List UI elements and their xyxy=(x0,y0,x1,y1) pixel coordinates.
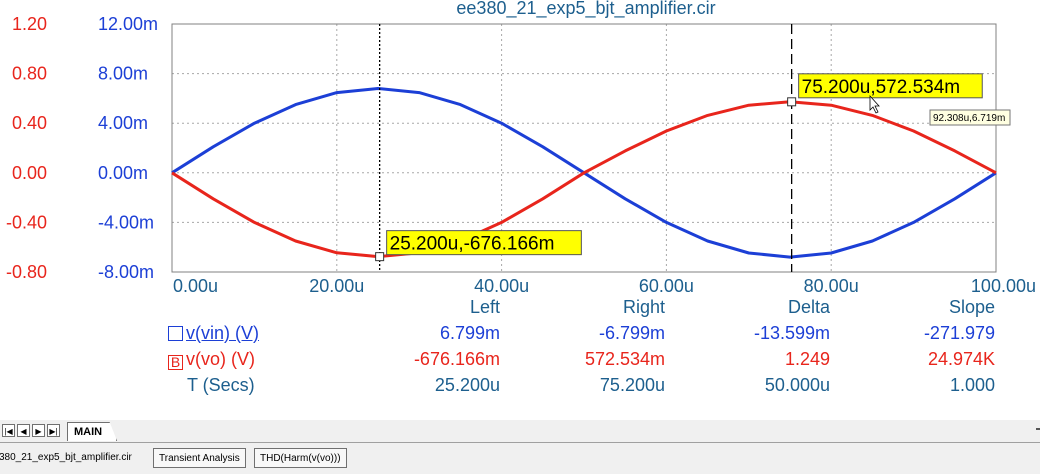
right-cursor-label-box xyxy=(798,73,983,99)
y-tick-blue: -4.00m xyxy=(98,212,154,232)
left-cursor-marker[interactable] xyxy=(375,252,385,262)
vo-slope: 24.974K xyxy=(927,349,995,369)
vin-name[interactable]: v(vin) (V) xyxy=(186,323,259,343)
next-sheet-icon[interactable]: ▶ xyxy=(32,424,45,437)
x-tick: 20.00u xyxy=(309,276,364,296)
tooltip-text: 92.308u,6.719m xyxy=(933,113,1005,124)
vin-delta: -13.599m xyxy=(753,323,830,343)
t-left: 25.200u xyxy=(434,375,500,395)
row-vin-label[interactable]: v(vin) (V) xyxy=(168,322,259,344)
left-axis-blue-ticks: 12.00m 8.00m 4.00m 0.00m -4.00m -8.00m xyxy=(98,14,158,282)
t-delta: 50.000u xyxy=(764,375,830,395)
vo-left: -676.166m xyxy=(413,349,500,369)
header-delta: Delta xyxy=(787,297,830,317)
y-tick-blue: 8.00m xyxy=(98,64,148,84)
y-tick-red: -0.80 xyxy=(6,262,47,282)
x-tick: 40.00u xyxy=(474,276,529,296)
vo-swatch[interactable]: B xyxy=(168,355,183,370)
right-cursor-marker[interactable] xyxy=(787,97,797,107)
y-tick-blue: -8.00m xyxy=(98,262,154,282)
x-tick: 0.00u xyxy=(173,276,218,296)
vo-right: 572.534m xyxy=(584,349,665,369)
vin-right: -6.799m xyxy=(598,323,665,343)
series-group xyxy=(171,87,997,259)
analysis-tab-row: 380_21_exp5_bjt_amplifier.cir Transient … xyxy=(0,447,1040,469)
y-tick-blue: 12.00m xyxy=(98,14,158,34)
header-left: Left xyxy=(469,297,500,317)
tab-transient-analysis[interactable]: Transient Analysis xyxy=(153,448,246,468)
x-tick: 80.00u xyxy=(804,276,859,296)
bottom-tab-bar: |◀ ◀ ▶ ▶| MAIN 380_21_exp5_bjt_amplifier… xyxy=(0,420,1040,474)
vo-name[interactable]: v(vo) (V) xyxy=(186,349,255,369)
x-axis-ticks: 0.00u 20.00u 40.00u 60.00u 80.00u 100.00u xyxy=(173,276,1036,296)
sheet-scroll-marker xyxy=(1036,428,1040,430)
x-tick: 60.00u xyxy=(639,276,694,296)
left-cursor-label-box xyxy=(386,230,582,256)
header-slope: Slope xyxy=(948,297,995,317)
left-axis-red-ticks: 1.20 0.80 0.40 0.00 -0.40 -0.80 xyxy=(6,14,47,282)
series-vo-line xyxy=(171,100,997,259)
cursor-group[interactable]: 25.200u,-676.166m 75.200u,572.534m 92.308u… xyxy=(375,24,1011,272)
header-right: Right xyxy=(622,297,665,317)
y-tick-red: 0.40 xyxy=(12,113,47,133)
y-tick-red: 0.00 xyxy=(12,163,47,183)
left-cursor-label: 25.200u,-676.166m xyxy=(390,234,555,255)
row-t-label: T (Secs) xyxy=(187,375,255,395)
grid xyxy=(172,24,996,272)
first-sheet-icon[interactable]: |◀ xyxy=(2,424,15,437)
prev-sheet-icon[interactable]: ◀ xyxy=(17,424,30,437)
tooltip-box xyxy=(929,109,1011,126)
right-cursor-label: 75.200u,572.534m xyxy=(802,77,960,98)
plot-area xyxy=(171,23,997,273)
tab-circuit-file[interactable]: 380_21_exp5_bjt_amplifier.cir xyxy=(0,452,132,463)
tab-thd[interactable]: THD(Harm(v(vo))) xyxy=(254,448,347,468)
vo-delta: 1.249 xyxy=(784,349,830,369)
vin-slope: -271.979 xyxy=(923,323,995,343)
vin-swatch[interactable] xyxy=(168,326,183,341)
sheet-tab-row: |◀ ◀ ▶ ▶| MAIN xyxy=(0,420,1040,443)
mouse-pointer-icon xyxy=(869,94,880,114)
x-tick: 100.00u xyxy=(971,276,1036,296)
y-tick-red: 0.80 xyxy=(12,64,47,84)
vin-left: 6.799m xyxy=(439,323,500,343)
tab-main[interactable]: MAIN xyxy=(67,422,118,441)
y-tick-red: 1.20 xyxy=(12,14,47,34)
transient-plot[interactable]: ee380_21_exp5_bjt_amplifier.cir 1.20 0.80… xyxy=(0,0,1040,296)
y-tick-red: -0.40 xyxy=(6,212,47,232)
t-right: 75.200u xyxy=(599,375,665,395)
chart-title: ee380_21_exp5_bjt_amplifier.cir xyxy=(456,0,715,19)
t-slope: 1.000 xyxy=(949,375,995,395)
last-sheet-icon[interactable]: ▶| xyxy=(47,424,60,437)
y-tick-blue: 4.00m xyxy=(98,113,148,133)
cursor-measurement-table: Left Right Delta Slope v(vin) (V) 6.799m… xyxy=(0,296,1040,406)
y-tick-blue: 0.00m xyxy=(98,163,148,183)
